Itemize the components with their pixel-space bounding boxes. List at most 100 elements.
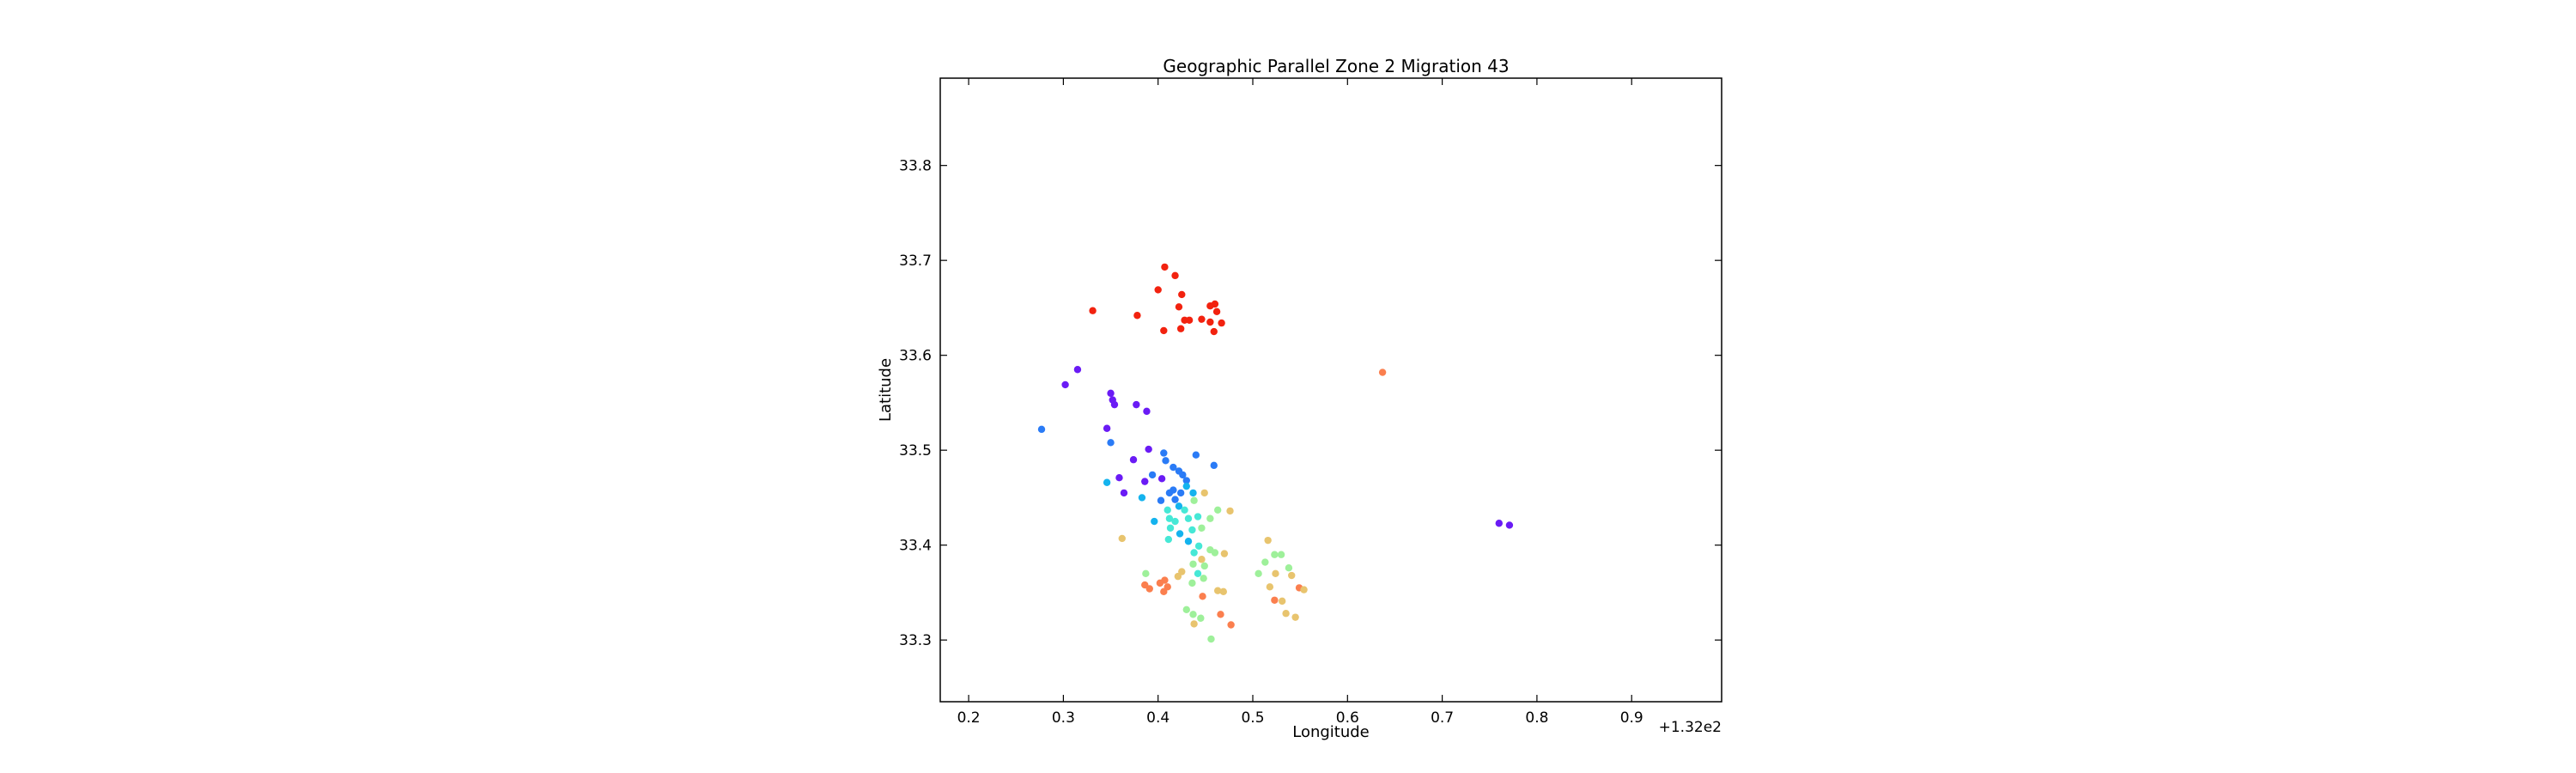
y-tick-label: 33.8 bbox=[899, 158, 932, 175]
y-tick-label: 33.3 bbox=[899, 632, 932, 649]
data-point bbox=[1171, 496, 1179, 503]
data-point bbox=[1212, 307, 1221, 316]
data-point bbox=[1061, 380, 1069, 389]
data-point bbox=[1277, 551, 1285, 558]
data-point bbox=[1188, 579, 1196, 587]
data-point bbox=[1198, 556, 1206, 563]
data-point bbox=[1182, 477, 1190, 484]
data-point bbox=[1495, 520, 1503, 527]
data-point bbox=[1133, 400, 1140, 409]
data-point bbox=[1171, 271, 1179, 280]
data-point bbox=[1271, 596, 1279, 604]
data-point bbox=[1194, 569, 1202, 578]
chart-title: Geographic Parallel Zone 2 Migration 43 bbox=[1163, 56, 1509, 76]
data-point bbox=[1154, 286, 1162, 294]
data-point bbox=[1206, 514, 1214, 522]
data-point bbox=[1170, 463, 1177, 472]
data-point bbox=[1189, 611, 1197, 618]
y-tick-label: 33.6 bbox=[899, 348, 932, 365]
data-point bbox=[1190, 549, 1198, 557]
data-point bbox=[1264, 536, 1272, 545]
data-point bbox=[1165, 489, 1174, 497]
data-point bbox=[1182, 482, 1190, 490]
x-tick-label: 0.3 bbox=[1052, 709, 1075, 727]
data-point bbox=[1272, 569, 1279, 578]
data-point bbox=[1145, 585, 1153, 593]
data-points bbox=[1037, 263, 1514, 643]
data-point bbox=[1165, 514, 1174, 522]
data-point bbox=[1175, 303, 1183, 311]
data-point bbox=[1190, 620, 1198, 628]
data-point bbox=[1157, 496, 1165, 504]
data-point bbox=[1255, 569, 1262, 578]
data-point bbox=[1181, 506, 1188, 514]
data-point bbox=[1089, 307, 1097, 314]
data-point bbox=[1145, 445, 1152, 453]
data-point bbox=[1160, 587, 1168, 596]
data-point bbox=[1148, 471, 1157, 479]
data-point bbox=[1227, 621, 1235, 629]
data-point bbox=[1300, 586, 1308, 593]
data-point bbox=[1197, 614, 1205, 622]
data-point bbox=[1178, 290, 1186, 299]
data-point bbox=[1184, 538, 1193, 545]
data-point bbox=[1378, 368, 1387, 376]
data-point bbox=[1107, 389, 1115, 398]
data-point bbox=[1162, 457, 1170, 465]
data-point bbox=[1185, 316, 1194, 324]
data-point bbox=[1141, 478, 1149, 485]
data-point bbox=[1206, 318, 1214, 326]
data-point bbox=[1199, 593, 1206, 600]
plot-area bbox=[939, 77, 1722, 703]
y-tick-label: 33.7 bbox=[899, 253, 932, 270]
x-tick-label: 0.7 bbox=[1431, 709, 1454, 727]
data-point bbox=[1160, 326, 1168, 335]
data-point bbox=[1138, 494, 1146, 502]
data-point bbox=[1213, 587, 1222, 594]
data-point bbox=[1200, 489, 1208, 497]
data-point bbox=[1226, 507, 1234, 515]
x-tick-label: 0.8 bbox=[1525, 709, 1548, 727]
y-axis-label: Latitude bbox=[877, 358, 895, 422]
data-point bbox=[1176, 530, 1184, 538]
data-point bbox=[1115, 474, 1123, 482]
data-point bbox=[1176, 489, 1185, 497]
data-point bbox=[1107, 439, 1115, 447]
data-point bbox=[1271, 551, 1279, 558]
x-tick-label: 0.4 bbox=[1146, 709, 1170, 727]
data-point bbox=[1261, 558, 1269, 566]
data-point bbox=[1189, 560, 1197, 568]
data-point bbox=[1211, 300, 1219, 308]
data-point bbox=[1163, 506, 1171, 514]
data-point bbox=[1171, 517, 1179, 526]
data-point bbox=[1207, 635, 1215, 643]
data-point bbox=[1188, 526, 1196, 534]
data-point bbox=[1151, 517, 1158, 526]
data-point bbox=[1156, 579, 1164, 587]
x-tick-label: 0.9 bbox=[1620, 709, 1643, 727]
data-point bbox=[1182, 606, 1190, 614]
data-point bbox=[1220, 550, 1229, 557]
data-point bbox=[1192, 451, 1200, 459]
data-point bbox=[1282, 610, 1290, 618]
data-point bbox=[1194, 542, 1203, 550]
data-point bbox=[1278, 597, 1286, 606]
data-point bbox=[1143, 407, 1151, 416]
data-point bbox=[1211, 549, 1219, 557]
y-tick-label: 33.4 bbox=[899, 538, 932, 555]
data-point bbox=[1176, 325, 1185, 332]
y-tick-label: 33.5 bbox=[899, 442, 932, 460]
data-point bbox=[1166, 524, 1175, 532]
data-point bbox=[1210, 327, 1218, 336]
data-point bbox=[1213, 506, 1222, 514]
data-point bbox=[1266, 583, 1274, 591]
data-point bbox=[1194, 513, 1202, 520]
data-point bbox=[1189, 489, 1197, 497]
data-point bbox=[1157, 475, 1166, 483]
x-axis-label: Longitude bbox=[1292, 723, 1370, 741]
data-point bbox=[1218, 319, 1225, 327]
data-point bbox=[1190, 496, 1198, 504]
axis-ticks: 0.2 0.3 0.4 0.5 0.6 0.7 0.8 0.9 33.3 33.4 33.5 33.6… bbox=[899, 78, 1722, 727]
data-point bbox=[1174, 572, 1182, 581]
